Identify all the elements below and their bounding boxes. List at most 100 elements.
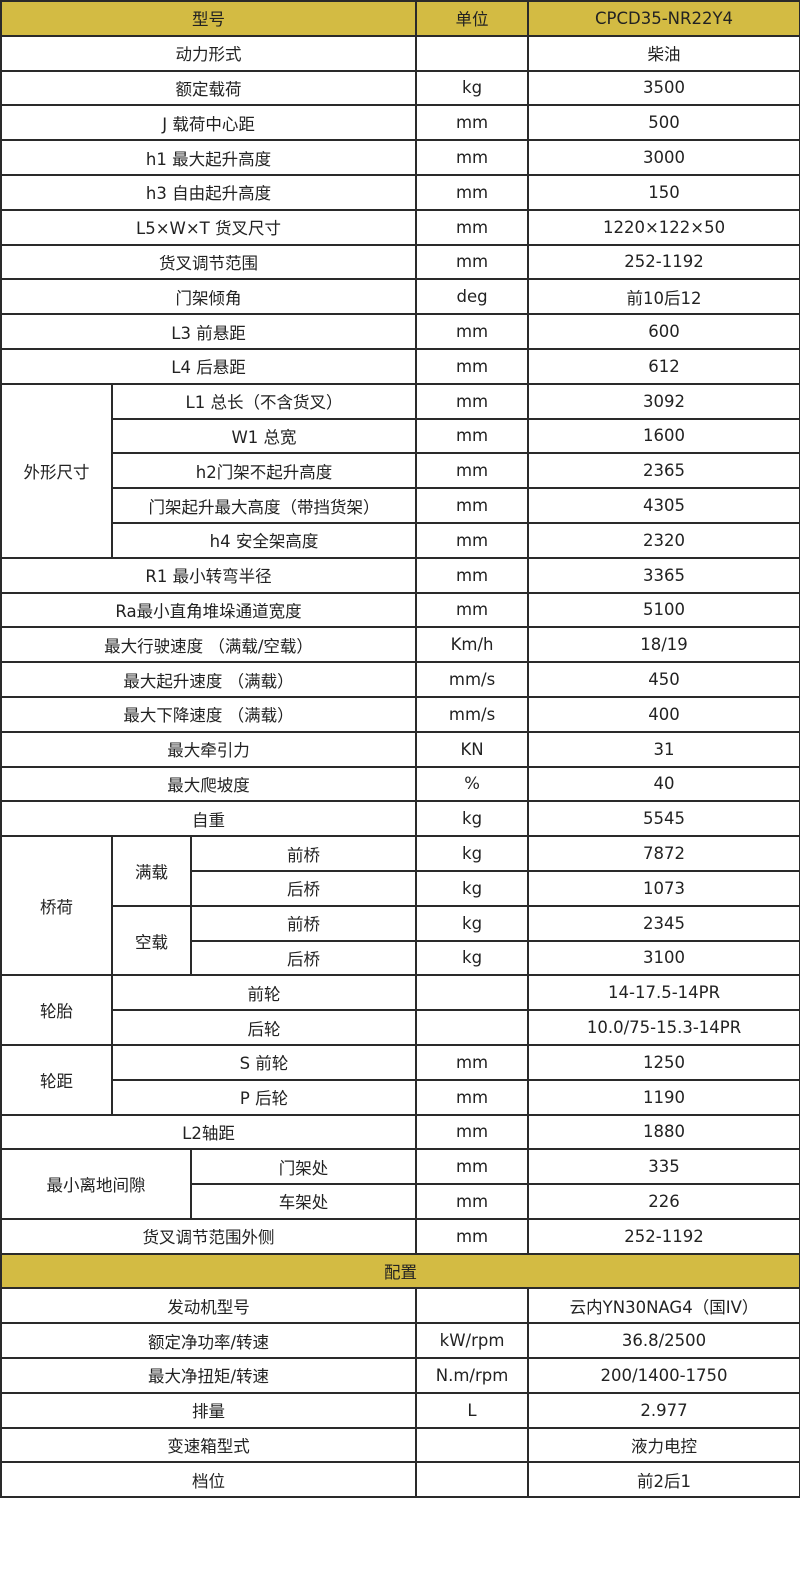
param-label: L2轴距 xyxy=(0,1113,418,1151)
table-row: 车架处 mm 226 xyxy=(1,1183,800,1220)
param-label: L3 前悬距 xyxy=(0,313,418,350)
param-label: 额定净功率/转速 xyxy=(0,1322,418,1360)
param-label: 档位 xyxy=(0,1461,418,1499)
unit-cell: mm xyxy=(415,313,530,350)
header-model-value: CPCD35-NR22Y4 xyxy=(527,0,800,37)
unit-cell: kW/rpm xyxy=(415,1322,530,1360)
param-label: 货叉调节范围外侧 xyxy=(0,1217,418,1255)
param-label: R1 最小转弯半径 xyxy=(0,556,418,594)
param-label: 前轮 xyxy=(110,974,418,1012)
value-cell: 335 xyxy=(527,1148,800,1186)
table-row: 最大牵引力 KN 31 xyxy=(0,730,800,768)
param-label: 变速箱型式 xyxy=(0,1426,418,1464)
param-label: P 后轮 xyxy=(110,1078,418,1116)
table-row: R1 最小转弯半径 mm 3365 xyxy=(0,556,800,594)
unit-cell: mm/s xyxy=(415,695,530,733)
param-label: 最大起升速度 （满载） xyxy=(0,661,418,698)
unit-cell: mm xyxy=(415,1148,530,1186)
unit-cell: mm xyxy=(415,452,530,490)
param-label: 额定载荷 xyxy=(0,69,418,107)
unit-cell: kg xyxy=(415,69,530,107)
param-label: h1 最大起升高度 xyxy=(0,139,418,176)
table-row: 空载 前桥 kg 2345 xyxy=(1,904,800,977)
value-cell: 1880 xyxy=(527,1113,800,1151)
param-label: 排量 xyxy=(0,1391,418,1429)
value-cell: 3365 xyxy=(527,556,800,594)
subgroup-label: 空载 xyxy=(111,904,192,977)
unit-cell: kg xyxy=(415,835,530,872)
unit-cell: mm/s xyxy=(415,661,530,698)
value-cell: 3000 xyxy=(527,139,800,176)
value-cell: 2365 xyxy=(527,452,800,490)
value-cell: 150 xyxy=(527,173,800,211)
param-label: 后轮 xyxy=(110,1009,418,1046)
value-cell: 450 xyxy=(527,661,800,698)
unit-cell: mm xyxy=(415,139,530,176)
param-label: 门架起升最大高度（带挡货架） xyxy=(110,487,418,524)
unit-cell: mm xyxy=(415,1043,530,1081)
value-cell: 3092 xyxy=(527,382,800,420)
group-label: 外形尺寸 xyxy=(0,382,113,559)
value-cell: 252-1192 xyxy=(527,243,800,281)
value-cell: 200/1400-1750 xyxy=(527,1357,800,1394)
param-label: 自重 xyxy=(0,800,418,838)
unit-cell: mm xyxy=(415,1183,530,1220)
table-row: 货叉调节范围 mm 252-1192 xyxy=(0,243,800,281)
value-cell: 2.977 xyxy=(527,1391,800,1429)
unit-cell: mm xyxy=(415,556,530,594)
table-row: 最大起升速度 （满载） mm/s 450 xyxy=(0,661,800,698)
param-label: h4 安全架高度 xyxy=(110,521,418,559)
param-label: W1 总宽 xyxy=(110,417,418,455)
unit-cell xyxy=(415,974,530,1012)
unit-cell: mm xyxy=(415,1217,530,1255)
table-row: L4 后悬距 mm 612 xyxy=(0,347,800,385)
table-row: 外形尺寸 L1 总长（不含货叉） mm 3092 xyxy=(0,382,800,559)
table-row: 后桥 kg 1073 xyxy=(1,869,800,907)
param-label: 最大爬坡度 xyxy=(0,765,418,803)
param-label: 最大牵引力 xyxy=(0,730,418,768)
value-cell: 1073 xyxy=(527,869,800,907)
unit-cell: KN xyxy=(415,730,530,768)
param-label: 动力形式 xyxy=(0,34,418,72)
value-cell: 31 xyxy=(527,730,800,768)
value-cell: 14-17.5-14PR xyxy=(527,974,800,1012)
param-label: L1 总长（不含货叉） xyxy=(110,382,418,420)
param-label: 最大下降速度 （满载） xyxy=(0,695,418,733)
table-row: J 载荷中心距 mm 500 xyxy=(0,104,800,142)
value-cell: 3100 xyxy=(527,939,800,977)
value-cell: 1190 xyxy=(527,1078,800,1116)
value-cell: 5545 xyxy=(527,800,800,838)
group-label: 轮距 xyxy=(0,1043,113,1116)
value-cell: 前10后12 xyxy=(527,278,800,316)
param-label: h3 自由起升高度 xyxy=(0,173,418,211)
table-row: h3 自由起升高度 mm 150 xyxy=(0,173,800,211)
value-cell: 500 xyxy=(527,104,800,142)
table-row: 最大爬坡度% 40 xyxy=(0,765,800,803)
table-row: 动力形式 柴油 xyxy=(0,34,800,72)
table-row: L3 前悬距 mm 600 xyxy=(0,313,800,350)
unit-cell xyxy=(415,1009,530,1046)
param-label: 后桥 xyxy=(189,939,418,977)
param-label: h2门架不起升高度 xyxy=(110,452,418,490)
table-row: 最大下降速度 （满载） mm/s 400 xyxy=(0,695,800,733)
group-label: 桥荷 xyxy=(0,835,113,977)
unit-cell: mm xyxy=(415,521,530,559)
unit-cell xyxy=(415,34,530,72)
group-label: 最小离地间隙 xyxy=(0,1148,192,1220)
header-row: 型号 单位 CPCD35-NR22Y4 xyxy=(0,0,800,37)
value-cell: 400 xyxy=(527,695,800,733)
table-row: 后桥 kg 3100 xyxy=(1,939,800,977)
table-row: Ra最小直角堆垛通道宽度 mm 5100 xyxy=(0,591,800,629)
unit-cell: mm xyxy=(415,591,530,629)
value-cell: 4305 xyxy=(527,487,800,524)
unit-cell: mm xyxy=(415,382,530,420)
unit-cell: mm xyxy=(415,173,530,211)
unit-cell: kg xyxy=(415,904,530,942)
unit-cell: kg xyxy=(415,939,530,977)
value-cell: 36.8/2500 xyxy=(527,1322,800,1360)
unit-cell: mm xyxy=(415,417,530,455)
group-label: 轮胎 xyxy=(0,974,113,1046)
table-row: 变速箱型式 液力电控 xyxy=(0,1426,800,1464)
table-row: 最小离地间隙 门架处 mm 335 xyxy=(0,1148,800,1220)
param-label: S 前轮 xyxy=(110,1043,418,1081)
